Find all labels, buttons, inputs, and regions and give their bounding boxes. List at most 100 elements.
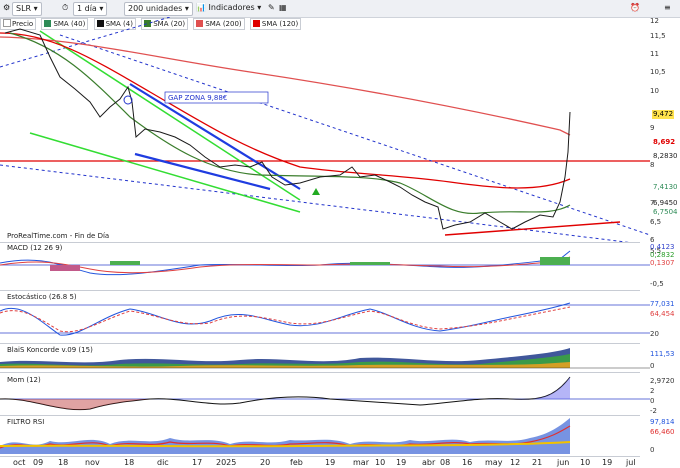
units-label: 200 unidades: [128, 4, 183, 13]
y-tick: 5,5: [650, 247, 662, 255]
stoch-tick: 77,031: [650, 300, 675, 308]
stochastic-label: Estocástico (26.8 5): [5, 293, 79, 302]
symbol-selector[interactable]: SLR ▾: [12, 2, 42, 16]
x-tick: oct: [13, 458, 26, 467]
y-tick: 6,5: [650, 218, 662, 226]
price-chart[interactable]: GAP ZONA 9,88€: [0, 17, 650, 242]
x-tick: 17: [192, 458, 203, 467]
trend-line-mid: [59, 34, 650, 236]
x-tick: dic: [157, 458, 169, 467]
units-selector[interactable]: 200 unidades ▾: [124, 2, 193, 16]
momentum-chart[interactable]: [0, 373, 650, 415]
mom-tick: 2,9720: [650, 377, 675, 385]
rsi-tick: 66,460: [650, 428, 675, 436]
momentum-negative-area: [0, 398, 150, 410]
stoch-tick: 64,454: [650, 310, 675, 318]
indicators-label: Indicadores: [208, 3, 255, 12]
stochastic-chart[interactable]: [0, 291, 650, 343]
sma-120-tag: 7,4130: [653, 183, 678, 191]
panel-divider: [0, 290, 640, 291]
y-tick: 10: [650, 87, 659, 95]
draw-tool-icon[interactable]: ✎: [268, 3, 275, 12]
stochastic-d-line: [0, 306, 571, 333]
swatch-icon: [144, 20, 152, 27]
koncorde-tick: 0: [650, 362, 655, 370]
indicator-legend: Precio SMA (40) SMA (4) SMA (20) SMA (20…: [0, 18, 304, 30]
gap-annotation: GAP ZONA 9,88€: [168, 94, 227, 102]
wedge-line-top: [129, 83, 301, 190]
x-tick: 19: [602, 458, 613, 467]
histogram-bars: [50, 257, 570, 271]
sma-200-tag: 8,692: [653, 138, 676, 146]
x-tick: 10: [375, 458, 386, 467]
panel-divider: [0, 343, 640, 344]
settings-icon[interactable]: ⚙: [3, 3, 11, 12]
buy-signal-icon: [312, 188, 320, 195]
layout-icon[interactable]: ▦: [279, 3, 287, 12]
toolbar: ⚙ SLR ▾ ⏱ 1 día ▾ 200 unidades ▾ 📊 Indic…: [0, 0, 680, 18]
y-tick: 10,5: [650, 68, 666, 76]
trend-line-lower: [0, 164, 630, 242]
panel-divider: [0, 242, 640, 243]
gap-annotation-box: [164, 91, 269, 104]
x-axis-line: [0, 456, 640, 457]
alert-icon[interactable]: ⏰: [630, 3, 640, 12]
period-selector[interactable]: 1 día ▾: [73, 2, 108, 16]
legend-label: SMA (200): [205, 20, 242, 28]
legend-item[interactable]: SMA (120): [249, 18, 302, 30]
x-tick: jul: [626, 458, 636, 467]
indicators-button[interactable]: 📊 Indicadores ▾: [196, 3, 262, 12]
legend-item[interactable]: SMA (40): [41, 18, 89, 30]
wedge-line-bottom: [134, 152, 271, 191]
legend-label: SMA (20): [153, 20, 186, 28]
x-tick: feb: [290, 458, 303, 467]
x-tick: 08: [440, 458, 451, 467]
momentum-positive-area: [510, 377, 570, 400]
legend-item[interactable]: SMA (200): [193, 18, 245, 30]
trend-line-green: [39, 30, 301, 201]
legend-item[interactable]: SMA (20): [141, 18, 189, 30]
support-line-green: [29, 132, 301, 213]
x-tick: 09: [33, 458, 44, 467]
macd-label: MACD (12 26 9): [5, 244, 65, 253]
x-tick: abr: [422, 458, 436, 467]
macd-chart[interactable]: [0, 243, 650, 290]
signal-circle-icon: [123, 95, 133, 105]
credit-label: ProRealTime.com - Fin de Día: [5, 232, 112, 241]
koncorde-blue-area: [0, 348, 570, 368]
rsi-chart[interactable]: [0, 416, 650, 456]
legend-label: SMA (120): [261, 20, 299, 28]
x-tick: 19: [396, 458, 407, 467]
price-line: [4, 28, 571, 230]
sma-40-line: [9, 32, 571, 215]
koncorde-chart[interactable]: [0, 344, 650, 372]
y-tick: 11: [650, 50, 659, 58]
period-icon: ⏱: [62, 3, 69, 12]
x-tick: 20: [260, 458, 271, 467]
macd-line: [0, 250, 571, 276]
rsi-tick: 0: [650, 446, 655, 454]
macd-tick: 0,2832: [650, 251, 675, 259]
sma-200-line: [0, 36, 571, 136]
period-label: 1 día: [77, 4, 97, 13]
rsi-tick: 97,814: [650, 418, 675, 426]
stoch-tick: 20: [650, 330, 659, 338]
legend-label: SMA (4): [105, 20, 133, 28]
x-tick: mar: [353, 458, 369, 467]
rsi-label: FILTRO RSI: [5, 418, 47, 427]
y-tick: 11,5: [650, 32, 666, 40]
panel-divider: [0, 372, 640, 373]
momentum-line: [0, 376, 571, 411]
legend-item[interactable]: SMA (4): [93, 18, 136, 30]
x-tick: 12: [510, 458, 521, 467]
menu-icon[interactable]: ≡: [664, 3, 671, 12]
chevron-down-icon: ▾: [33, 4, 38, 13]
koncorde-green-area: [0, 354, 570, 368]
x-tick: jun: [557, 458, 570, 467]
price-tag: 9,472: [652, 110, 675, 119]
sma-120-line: [0, 32, 571, 189]
mom-tick: 0: [650, 397, 655, 405]
rsi-average-line: [0, 441, 571, 448]
x-tick: 10: [580, 458, 591, 467]
legend-label: Precio: [12, 20, 34, 28]
